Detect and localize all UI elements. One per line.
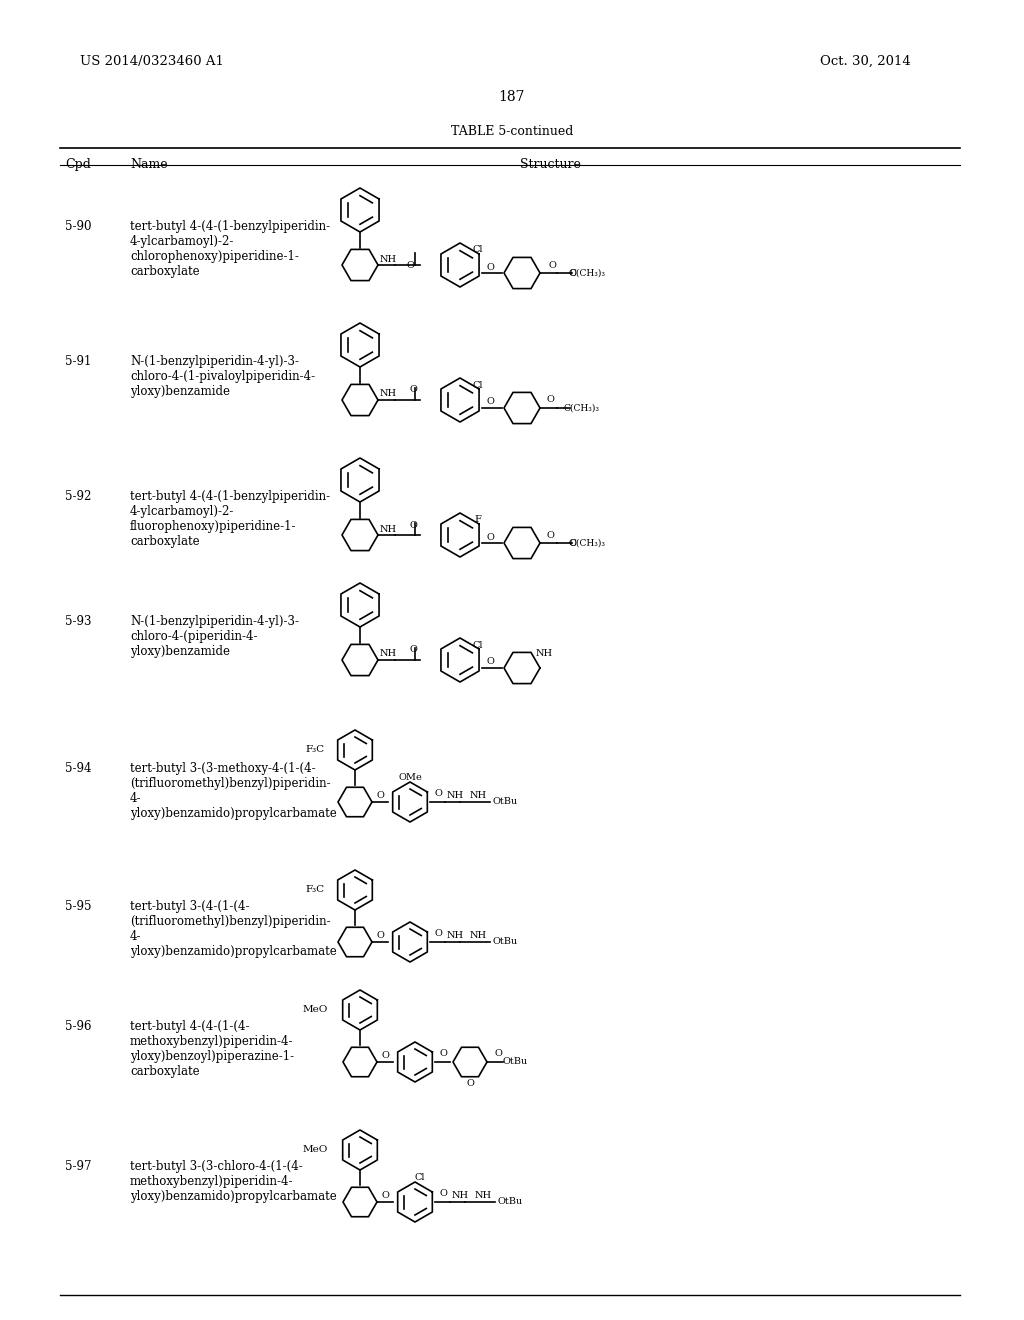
Text: NH: NH (446, 791, 464, 800)
Text: NH: NH (474, 1191, 492, 1200)
Text: NH: NH (536, 649, 553, 659)
Text: NH: NH (380, 255, 396, 264)
Text: O: O (568, 268, 575, 277)
Text: C(CH₃)₃: C(CH₃)₃ (569, 539, 605, 548)
Text: OtBu: OtBu (493, 937, 517, 946)
Text: Cl: Cl (415, 1173, 425, 1183)
Text: MeO: MeO (302, 1006, 328, 1015)
Text: OtBu: OtBu (493, 797, 517, 807)
Text: O: O (546, 531, 554, 540)
Text: F: F (474, 516, 481, 524)
Text: Cl: Cl (473, 246, 483, 255)
Text: Oct. 30, 2014: Oct. 30, 2014 (820, 55, 910, 69)
Text: NH: NH (380, 389, 396, 399)
Text: Cl: Cl (473, 380, 483, 389)
Text: O: O (381, 1051, 389, 1060)
Text: Structure: Structure (520, 158, 581, 172)
Text: OMe: OMe (398, 774, 422, 783)
Text: TABLE 5-continued: TABLE 5-continued (451, 125, 573, 139)
Text: O: O (439, 1189, 446, 1199)
Text: tert-butyl 3-(4-(1-(4-
(trifluoromethyl)benzyl)piperidin-
4-
yloxy)benzamido)pro: tert-butyl 3-(4-(1-(4- (trifluoromethyl)… (130, 900, 337, 958)
Text: NH: NH (452, 1191, 469, 1200)
Text: O: O (486, 263, 494, 272)
Text: 5-93: 5-93 (65, 615, 91, 628)
Text: Cl: Cl (473, 640, 483, 649)
Text: OtBu: OtBu (503, 1057, 527, 1067)
Text: tert-butyl 3-(3-methoxy-4-(1-(4-
(trifluoromethyl)benzyl)piperidin-
4-
yloxy)ben: tert-butyl 3-(3-methoxy-4-(1-(4- (triflu… (130, 762, 337, 820)
Text: NH: NH (380, 649, 396, 659)
Text: 5-97: 5-97 (65, 1160, 91, 1173)
Text: tert-butyl 4-(4-(1-benzylpiperidin-
4-ylcarbamoyl)-2-
fluorophenoxy)piperidine-1: tert-butyl 4-(4-(1-benzylpiperidin- 4-yl… (130, 490, 330, 548)
Text: O: O (568, 539, 575, 548)
Text: O: O (381, 1191, 389, 1200)
Text: OtBu: OtBu (498, 1197, 522, 1206)
Text: N-(1-benzylpiperidin-4-yl)-3-
chloro-4-(1-pivaloylpiperidin-4-
yloxy)benzamide: N-(1-benzylpiperidin-4-yl)-3- chloro-4-(… (130, 355, 315, 399)
Text: O: O (434, 789, 442, 799)
Text: Cpd: Cpd (65, 158, 91, 172)
Text: C(CH₃)₃: C(CH₃)₃ (569, 268, 605, 277)
Text: tert-butyl 4-(4-(1-(4-
methoxybenzyl)piperidin-4-
yloxy)benzoyl)piperazine-1-
ca: tert-butyl 4-(4-(1-(4- methoxybenzyl)pip… (130, 1020, 294, 1078)
Text: NH: NH (446, 931, 464, 940)
Text: 5-95: 5-95 (65, 900, 91, 913)
Text: O: O (376, 791, 384, 800)
Text: O: O (494, 1049, 502, 1059)
Text: O: O (376, 931, 384, 940)
Text: NH: NH (380, 524, 396, 533)
Text: O: O (434, 929, 442, 939)
Text: F₃C: F₃C (305, 746, 325, 755)
Text: 187: 187 (499, 90, 525, 104)
Text: US 2014/0323460 A1: US 2014/0323460 A1 (80, 55, 224, 69)
Text: NH: NH (469, 931, 486, 940)
Text: O: O (409, 385, 417, 395)
Text: 5-91: 5-91 (65, 355, 91, 368)
Text: MeO: MeO (302, 1146, 328, 1155)
Text: 5-96: 5-96 (65, 1020, 91, 1034)
Text: NH: NH (469, 791, 486, 800)
Text: O: O (466, 1078, 474, 1088)
Text: O: O (486, 657, 494, 667)
Text: N-(1-benzylpiperidin-4-yl)-3-
chloro-4-(piperidin-4-
yloxy)benzamide: N-(1-benzylpiperidin-4-yl)-3- chloro-4-(… (130, 615, 299, 657)
Text: Name: Name (130, 158, 168, 172)
Text: O: O (407, 260, 414, 269)
Text: O: O (546, 396, 554, 404)
Text: O: O (486, 397, 494, 407)
Text: tert-butyl 3-(3-chloro-4-(1-(4-
methoxybenzyl)piperidin-4-
yloxy)benzamido)propy: tert-butyl 3-(3-chloro-4-(1-(4- methoxyb… (130, 1160, 337, 1203)
Text: 5-92: 5-92 (65, 490, 91, 503)
Text: 5-94: 5-94 (65, 762, 91, 775)
Text: O: O (439, 1049, 446, 1059)
Text: O: O (409, 645, 417, 655)
Text: F₃C: F₃C (305, 886, 325, 895)
Text: O: O (548, 260, 556, 269)
Text: C(CH₃)₃: C(CH₃)₃ (564, 404, 600, 412)
Text: 5-90: 5-90 (65, 220, 91, 234)
Text: O: O (409, 520, 417, 529)
Text: tert-butyl 4-(4-(1-benzylpiperidin-
4-ylcarbamoyl)-2-
chlorophenoxy)piperidine-1: tert-butyl 4-(4-(1-benzylpiperidin- 4-yl… (130, 220, 330, 279)
Text: O: O (486, 532, 494, 541)
